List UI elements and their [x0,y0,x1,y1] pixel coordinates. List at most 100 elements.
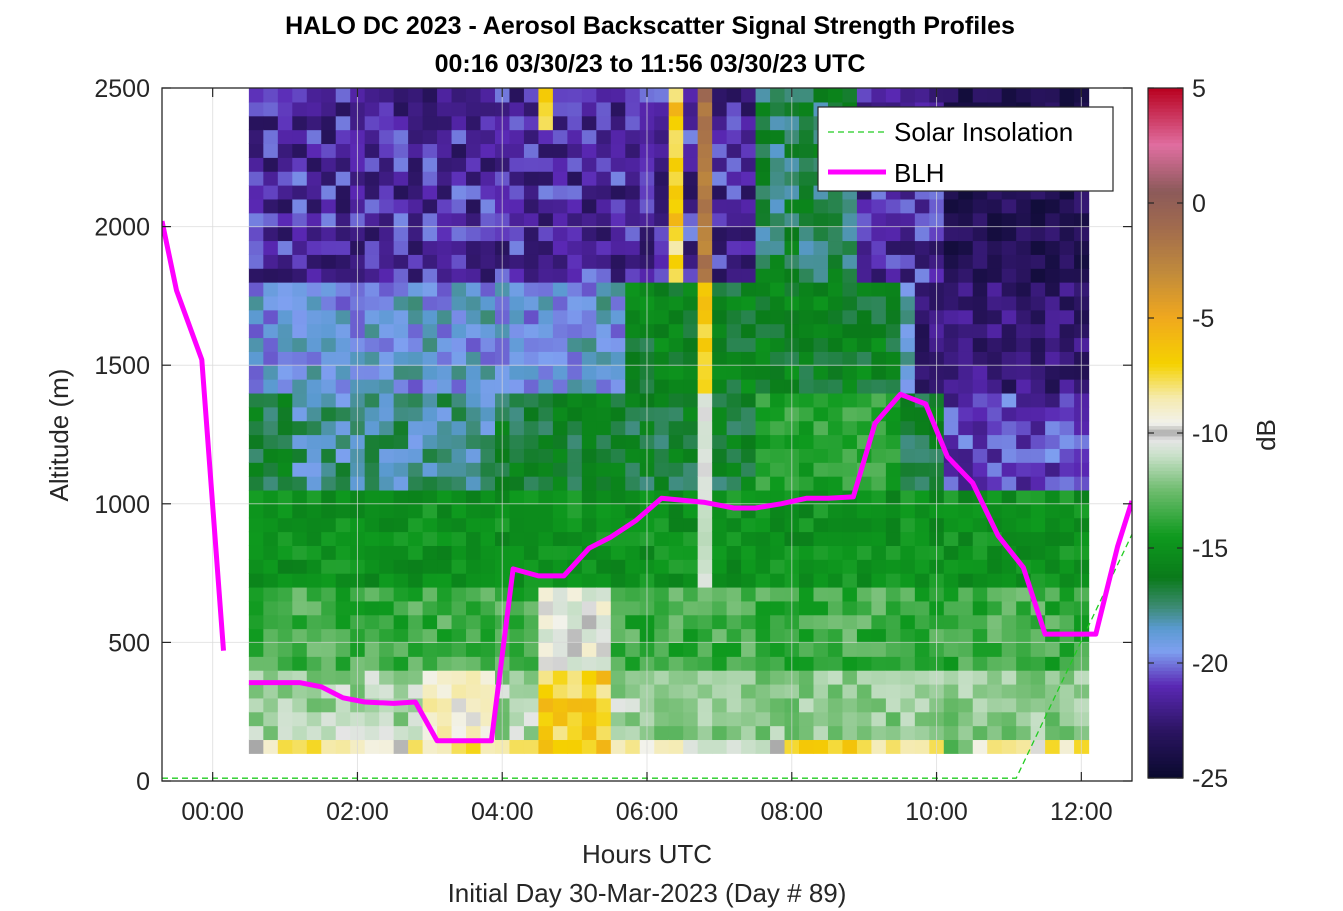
heatmap-cell [422,683,438,699]
heatmap-cell [451,406,467,422]
heatmap-cell [755,517,771,533]
heatmap-cell [581,351,597,366]
heatmap-cell [668,351,684,366]
heatmap-cell [900,476,916,491]
colorbar-segment [1148,767,1183,772]
heatmap-cell [422,739,438,754]
heatmap-cell [914,434,930,449]
heatmap-cell [437,88,453,103]
heatmap-cell [1059,476,1075,491]
heatmap-cell [625,379,641,394]
heatmap-cell [466,198,482,214]
heatmap-cell [567,628,583,643]
heatmap-cell [625,503,641,519]
heatmap-cell [610,143,626,158]
heatmap-cell [466,295,482,311]
heatmap-cell [1030,642,1046,657]
heatmap-cell [277,309,293,325]
heatmap-cell [466,462,482,477]
heatmap-cell [958,614,974,630]
heatmap-cell [712,489,728,505]
heatmap-cell [1059,268,1075,283]
heatmap-cell [567,115,583,131]
legend: Solar Insolation BLH [817,106,1114,192]
heatmap-cell [538,323,554,339]
heatmap-cell [654,531,670,546]
heatmap-cell [654,462,670,477]
heatmap-cell [567,503,583,519]
heatmap-cell [466,697,482,713]
heatmap-cell [972,670,988,685]
heatmap-cell [263,240,279,255]
heatmap-cell [770,531,786,546]
heatmap-cell [813,462,829,477]
colorbar-segment [1148,740,1183,745]
colorbar-segment [1148,519,1183,524]
heatmap-cell [697,503,713,519]
heatmap-cell [856,406,873,422]
heatmap-cell [437,268,453,283]
heatmap-cell [697,559,713,574]
heatmap-cell [799,739,815,754]
heatmap-cell [596,115,612,131]
heatmap-cell [466,531,482,546]
heatmap-cell [306,614,322,630]
heatmap-cell [567,656,583,671]
heatmap-cell [567,683,583,699]
heatmap-cell [306,88,322,103]
heatmap-cell [871,254,887,269]
heatmap-cell [552,670,568,685]
heatmap-cell [987,489,1003,505]
heatmap-cell [1030,656,1046,671]
heatmap-cell [625,614,641,630]
heatmap-cell [596,670,612,685]
heatmap-cell [321,365,337,380]
heatmap-cell [263,448,279,463]
heatmap-cell [480,88,496,103]
heatmap-cell [1016,725,1032,741]
heatmap-cell [683,670,699,685]
colorbar-segment [1148,705,1183,710]
heatmap-cell [306,656,322,671]
heatmap-cell [827,573,844,588]
heatmap-cell [914,489,930,505]
heatmap-cell [654,282,670,297]
heatmap-cell [799,517,815,533]
heatmap-cell [741,656,757,671]
heatmap-cell [885,88,901,103]
heatmap-cell [987,697,1003,713]
heatmap-cell [480,476,496,491]
heatmap-cell [321,406,337,422]
x-tick-label: 10:00 [905,798,968,826]
heatmap-cell [1001,683,1017,699]
heatmap-cell [581,628,597,643]
heatmap-cell [437,656,453,671]
heatmap-cell [914,212,930,228]
heatmap-cell [697,143,713,158]
heatmap-cell [697,628,713,643]
colorbar-segment [1148,615,1183,620]
heatmap-cell [697,115,713,131]
heatmap-cell [712,351,728,366]
heatmap-cell [755,212,771,228]
heatmap-cell [770,351,786,366]
heatmap-cell [1059,226,1075,242]
heatmap-cell [1030,198,1046,214]
heatmap-cell [654,517,670,533]
heatmap-cell [1030,365,1046,380]
heatmap-cell [610,434,626,449]
heatmap-cell [248,462,264,477]
heatmap-cell [248,88,264,103]
heatmap-cell [581,240,597,255]
heatmap-cell [1030,240,1046,255]
colorbar-segment [1148,698,1183,703]
heatmap-cell [842,697,858,713]
heatmap-cell [379,420,395,436]
heatmap-cell [683,143,699,158]
heatmap-cell [697,171,713,186]
heatmap-cell [900,697,916,713]
heatmap-cell [306,670,322,685]
heatmap-cell [596,365,612,380]
heatmap-cell [958,420,974,436]
heatmap-cell [885,476,901,491]
